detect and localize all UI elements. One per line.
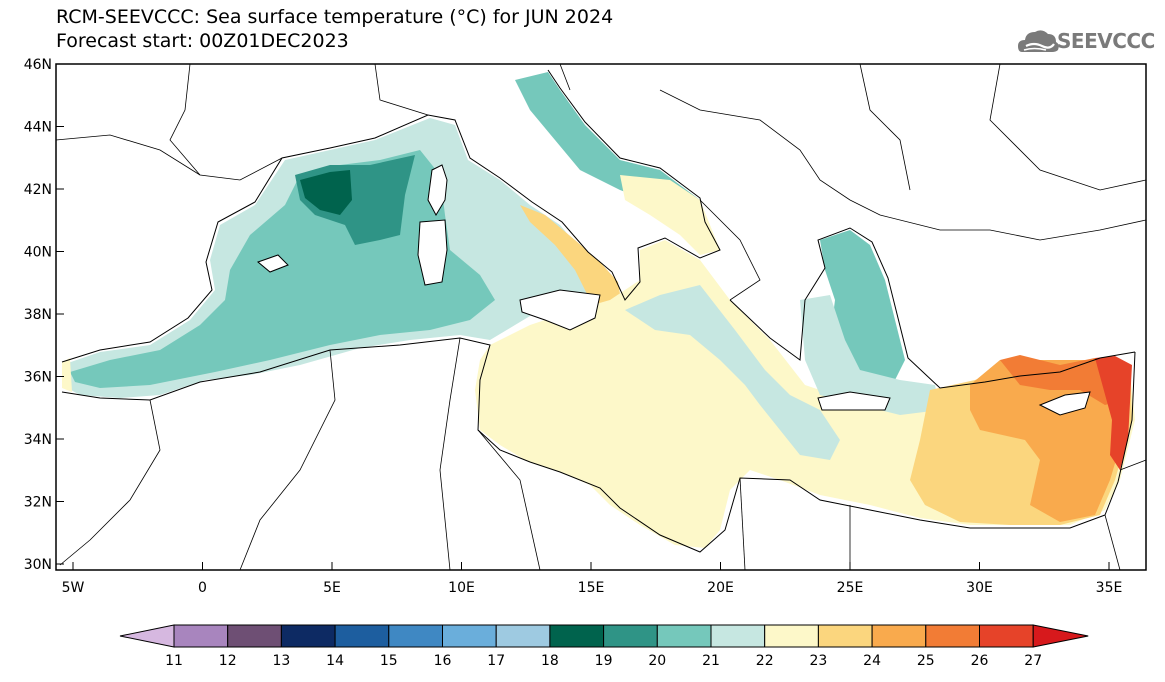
forecast-start-label: Forecast start: 00Z01DEC2023 — [56, 30, 349, 52]
lon-label: 25E — [837, 580, 864, 596]
colorbar-swatch — [603, 624, 658, 648]
colorbar: 11 12 13 14 15 16 17 18 19 20 21 22 23 24 25 26 27 — [119, 624, 1089, 669]
colorbar-swatch — [549, 624, 605, 648]
colorbar-swatch — [442, 624, 497, 648]
sea-levant-hottest-2 — [1095, 356, 1132, 470]
longitude-axis: 5W 0 5E 10E 15E 20E 25E 30E 35E — [62, 562, 1123, 596]
lat-label: 32N — [24, 495, 52, 511]
lon-label: 30E — [966, 580, 993, 596]
colorbar-label: 19 — [595, 653, 613, 669]
colorbar-swatch — [173, 624, 229, 648]
lat-label: 30N — [24, 557, 52, 573]
colorbar-swatch — [280, 624, 336, 648]
lon-label: 20E — [707, 580, 734, 596]
colorbar-swatch — [656, 624, 712, 648]
colorbar-label: 22 — [756, 653, 774, 669]
colorbar-label: 17 — [487, 653, 505, 669]
colorbar-min-arrow — [119, 624, 175, 648]
colorbar-swatch — [871, 624, 927, 648]
lon-label: 10E — [448, 580, 475, 596]
land-borders — [55, 63, 1147, 571]
colorbar-label: 15 — [380, 653, 398, 669]
lon-label: 0 — [198, 580, 207, 596]
logo-text: SEEVCCC — [1057, 29, 1155, 53]
colorbar-swatch — [388, 624, 443, 648]
colorbar-swatch — [817, 624, 873, 648]
coastline-north-africa — [61, 337, 1106, 553]
colorbar-swatch — [227, 624, 282, 648]
sea-aegean-mild — [800, 295, 940, 415]
colorbar-swatch — [979, 624, 1034, 648]
sea-adriatic-south — [620, 175, 720, 255]
map-frame — [55, 63, 1147, 571]
colorbar-label: 20 — [648, 653, 666, 669]
map-panel — [55, 63, 1147, 571]
lat-label: 34N — [24, 432, 52, 448]
colorbar-label: 26 — [971, 653, 989, 669]
coastline-greece-turkey — [729, 227, 1136, 389]
colorbar-label: 13 — [272, 653, 290, 669]
lat-label: 36N — [24, 370, 52, 386]
lon-label: 5E — [323, 580, 341, 596]
colorbar-swatch — [495, 624, 551, 648]
sea-west-edge-warm — [62, 358, 72, 392]
island-sicily — [519, 289, 601, 331]
lat-label: 40N — [24, 245, 52, 261]
sea-levant-hottest — [1000, 355, 1125, 405]
cloud-icon — [1018, 30, 1059, 52]
lat-label: 44N — [24, 120, 52, 136]
sea-gulf-lion-coldest — [300, 170, 352, 215]
lon-label: 15E — [578, 580, 605, 596]
colorbar-swatch — [334, 624, 390, 648]
sea-tyrrhenian-warm — [520, 205, 622, 312]
chart-title: RCM-SEEVCCC: Sea surface temperature (°C… — [56, 6, 614, 28]
colorbar-label: 11 — [165, 653, 183, 669]
lon-label: 5W — [62, 580, 85, 596]
island-sardinia — [417, 219, 448, 286]
sea-ionian-mild — [625, 285, 840, 460]
lat-label: 42N — [24, 182, 52, 198]
sea-levant-hotter — [970, 360, 1130, 522]
colorbar-label: 27 — [1024, 653, 1042, 669]
colorbar-label: 16 — [434, 653, 452, 669]
colorbar-swatch — [764, 624, 819, 648]
island-cyprus — [1038, 391, 1091, 416]
colorbar-label: 14 — [326, 653, 344, 669]
colorbar-label: 21 — [702, 653, 720, 669]
lat-label: 38N — [24, 307, 52, 323]
colorbar-label: 23 — [809, 653, 827, 669]
latitude-axis: 46N 44N 42N 40N 38N 36N 34N 32N 30N — [24, 57, 64, 573]
colorbar-label: 18 — [541, 653, 559, 669]
island-mallorca — [257, 254, 289, 273]
colorbar-swatch — [710, 624, 766, 648]
coastline-europe — [61, 69, 721, 363]
colorbar-label: 25 — [917, 653, 935, 669]
colorbar-swatch — [925, 624, 980, 648]
colorbar-label: 12 — [219, 653, 237, 669]
lon-label: 35E — [1096, 580, 1123, 596]
lat-label: 46N — [24, 57, 52, 73]
colorbar-label: 24 — [863, 653, 881, 669]
island-corsica — [427, 164, 448, 217]
colorbar-max-arrow — [1032, 624, 1089, 648]
island-crete — [817, 391, 891, 411]
coastline-levant — [1104, 351, 1136, 516]
